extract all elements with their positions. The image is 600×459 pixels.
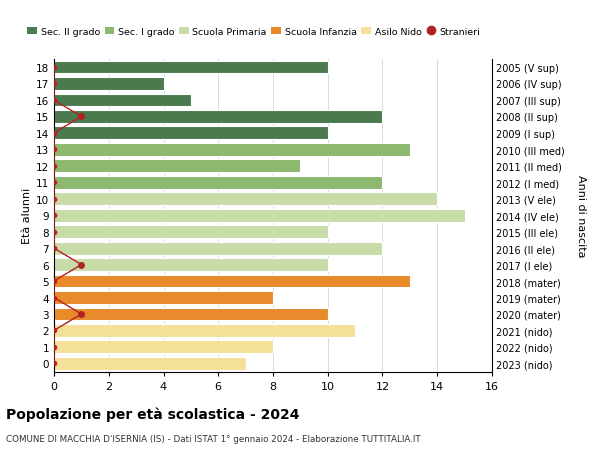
- Bar: [54, 242, 383, 255]
- Bar: [54, 275, 410, 288]
- Legend: Sec. II grado, Sec. I grado, Scuola Primaria, Scuola Infanzia, Asilo Nido, Stran: Sec. II grado, Sec. I grado, Scuola Prim…: [23, 24, 484, 40]
- Bar: [54, 127, 328, 140]
- Bar: [54, 62, 328, 74]
- Bar: [54, 258, 328, 271]
- Bar: [54, 176, 383, 189]
- Bar: [54, 308, 328, 321]
- Bar: [54, 111, 383, 123]
- Bar: [54, 160, 301, 173]
- Text: Popolazione per età scolastica - 2024: Popolazione per età scolastica - 2024: [6, 406, 299, 421]
- Bar: [54, 144, 410, 157]
- Bar: [54, 291, 273, 304]
- Bar: [54, 357, 245, 370]
- Bar: [54, 209, 464, 222]
- Bar: [54, 95, 191, 107]
- Text: COMUNE DI MACCHIA D'ISERNIA (IS) - Dati ISTAT 1° gennaio 2024 - Elaborazione TUT: COMUNE DI MACCHIA D'ISERNIA (IS) - Dati …: [6, 434, 421, 443]
- Bar: [54, 193, 437, 206]
- Bar: [54, 325, 355, 337]
- Bar: [54, 78, 163, 91]
- Y-axis label: Anni di nascita: Anni di nascita: [576, 174, 586, 257]
- Bar: [54, 226, 328, 239]
- Y-axis label: Età alunni: Età alunni: [22, 188, 32, 244]
- Bar: [54, 341, 273, 353]
